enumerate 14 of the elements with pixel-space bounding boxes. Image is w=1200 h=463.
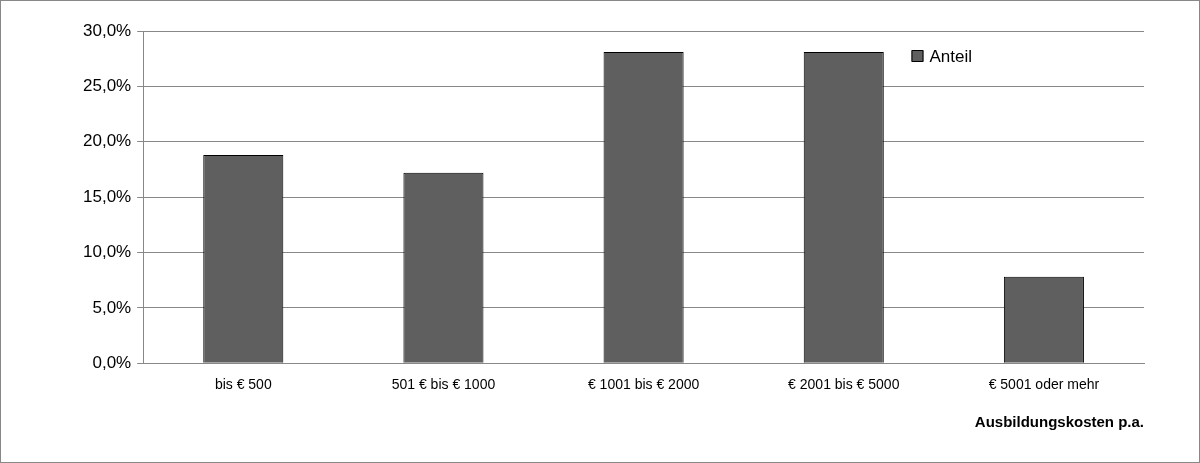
x-tick-label: € 5001 oder mehr	[988, 376, 1100, 393]
y-tick-label: 5,0%	[92, 297, 132, 317]
x-tick-label: € 2001 bis € 5000	[788, 376, 900, 393]
x-tick-label: bis € 500	[214, 376, 272, 393]
y-tick-label: 15,0%	[83, 186, 132, 206]
x-tick-label: 501 € bis € 1000	[391, 376, 496, 393]
y-tick-label: 30,0%	[83, 20, 132, 40]
y-tick-label: 0,0%	[92, 352, 132, 372]
y-tick-label: 10,0%	[83, 242, 132, 262]
legend-label: Anteil	[929, 46, 973, 66]
y-tick-label: 20,0%	[83, 131, 132, 151]
y-tick-label: 25,0%	[83, 76, 132, 96]
x-tick-label: € 1001 bis € 2000	[587, 376, 700, 393]
x-axis-title: Ausbildungskosten p.a.	[974, 413, 1144, 431]
